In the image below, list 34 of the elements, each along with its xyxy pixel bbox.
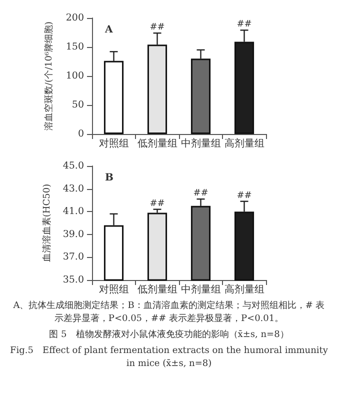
annotation: ##: [193, 188, 208, 199]
x-tick-label: 对照组: [98, 138, 129, 150]
bar: [190, 58, 211, 134]
annotation: ##: [236, 20, 252, 30]
x-tick-label: 对照组: [98, 284, 129, 296]
y-tick-label: 200: [66, 12, 84, 24]
y-tick-label: 150: [66, 42, 84, 52]
annotation: ##: [236, 190, 252, 201]
caption: Fig.5 Effect of plant fermentation extracts on the humoral immunity in mice (x̄±s, n=8): [10, 345, 328, 371]
y-tick-label: 45.0: [62, 160, 84, 172]
text: A、抗体生成细胞测定结果；B：血清溶血素的测定结果；与对照组相比，# 表示差异显著，P<0.05，## 表示差异极显著，P<0.01。: [12, 300, 326, 326]
y-tick-label: 50: [72, 100, 84, 110]
y-axis-title: 溶血空斑数/(个/10⁶脾细胞): [44, 21, 54, 131]
x-tick-label: 高剂量组: [224, 138, 264, 150]
y-tick-label: 35.0: [62, 274, 84, 286]
y-tick-label: 37.0: [62, 252, 84, 263]
bar: [104, 60, 124, 134]
x-tick-label: 低剂量组: [137, 138, 178, 150]
caption: 图 5 植物发酵液对小鼠体液免疫功能的影响（x̄±s, n=8）: [48, 329, 290, 342]
y-axis-title: 血清溶血素(HC50): [41, 184, 52, 262]
text: A: [104, 24, 113, 36]
y-tick-label: 41.0: [62, 206, 84, 218]
x-tick-label: 中剂量组: [180, 284, 221, 296]
annotation: ##: [150, 22, 165, 33]
x-tick-label: 中剂量组: [180, 138, 221, 150]
x-tick-label: 高剂量组: [224, 284, 264, 296]
bar: [147, 44, 168, 134]
annotation: ##: [150, 198, 165, 209]
y-tick-label: 39.0: [62, 228, 84, 240]
x-tick-label: 低剂量组: [137, 284, 178, 296]
y-tick-label: 0: [78, 128, 84, 140]
y-tick-label: 43.0: [62, 183, 84, 194]
text: B: [105, 172, 114, 184]
y-tick-label: 100: [66, 70, 84, 82]
